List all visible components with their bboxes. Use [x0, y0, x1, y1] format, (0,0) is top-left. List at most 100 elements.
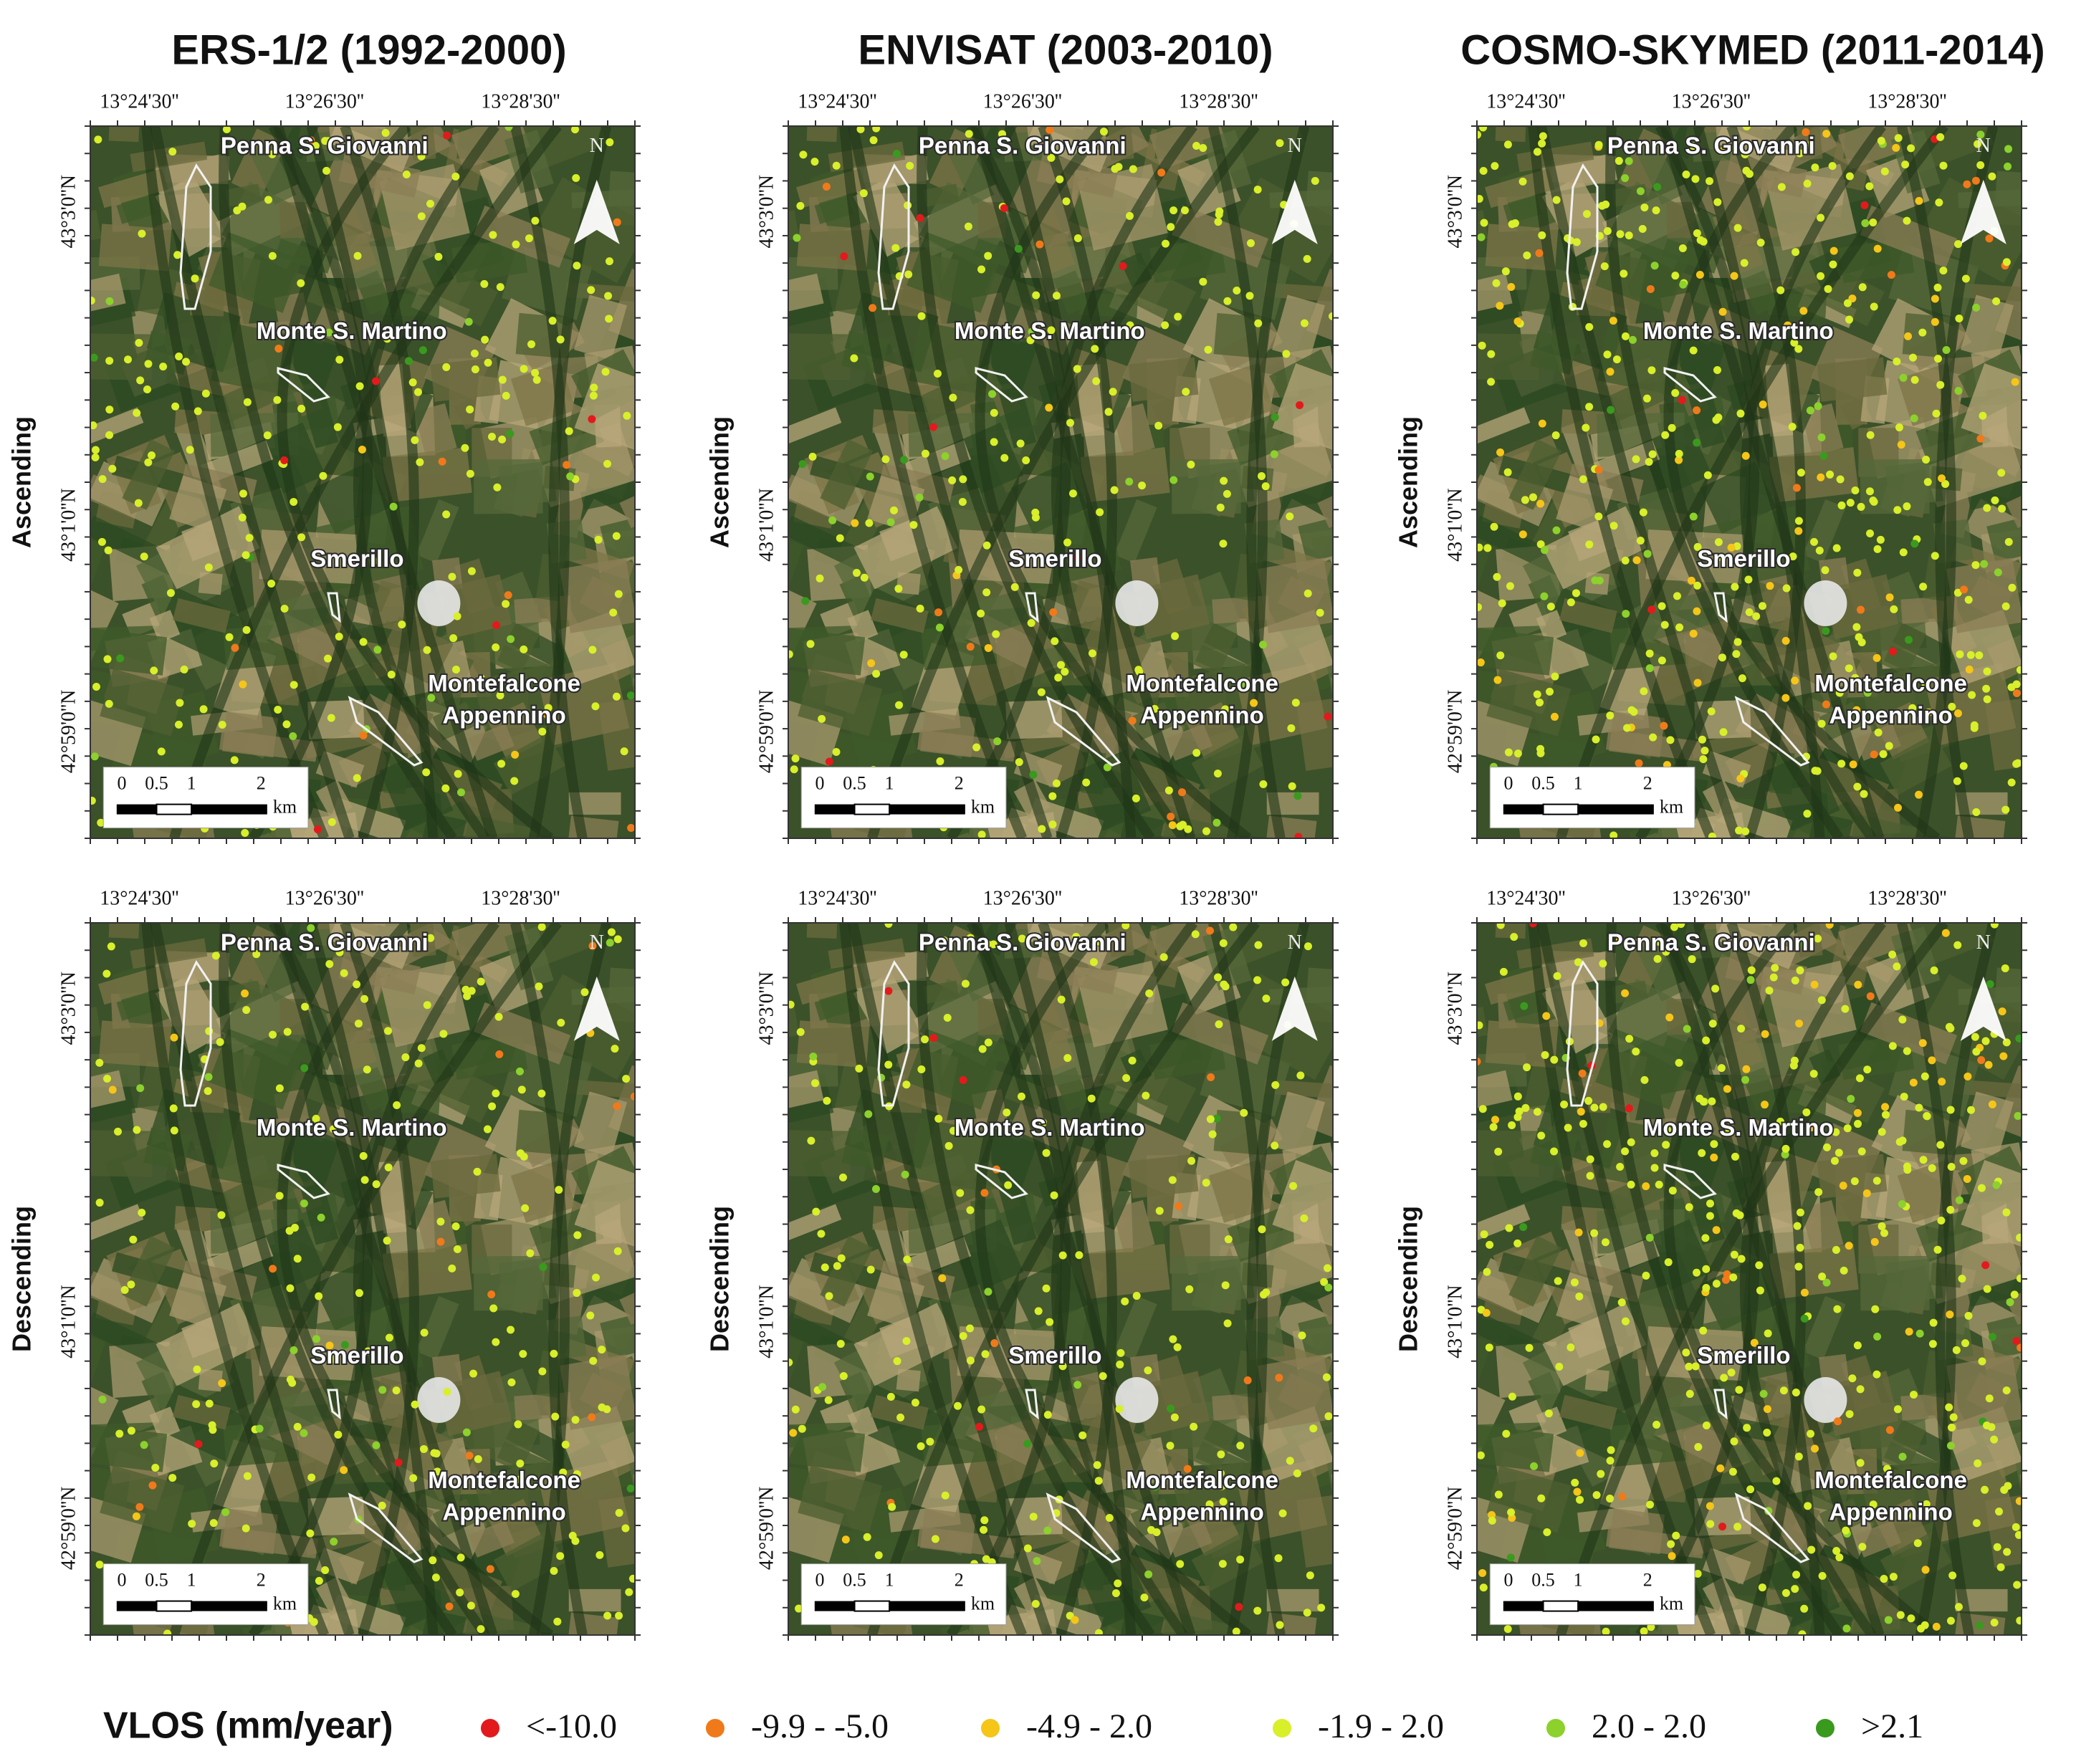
measurement-point — [1655, 1180, 1663, 1189]
measurement-point — [1507, 1508, 1516, 1517]
measurement-point — [1003, 1108, 1011, 1117]
landslide-outline — [877, 163, 910, 310]
measurement-point — [1880, 167, 1889, 176]
measurement-point — [1688, 955, 1696, 964]
measurement-point — [623, 411, 631, 420]
measurement-point — [1546, 603, 1555, 611]
measurement-point — [2013, 1581, 2022, 1589]
measurement-point — [286, 1284, 295, 1293]
measurement-point — [1627, 1138, 1635, 1146]
measurement-point — [869, 304, 877, 312]
column-title: ENVISAT (2003-2010) — [858, 27, 1273, 73]
measurement-point — [275, 1192, 284, 1200]
place-label: Monte S. Martino — [955, 317, 1145, 344]
measurement-point — [199, 705, 208, 714]
terrain-patch — [1966, 1277, 2022, 1307]
measurement-point — [1699, 755, 1708, 764]
measurement-point — [520, 365, 528, 373]
measurement-point — [1578, 1069, 1587, 1078]
measurement-point — [964, 222, 972, 231]
measurement-point — [1828, 162, 1837, 171]
measurement-point — [1700, 747, 1709, 755]
measurement-point — [1178, 788, 1187, 797]
measurement-point — [982, 541, 991, 550]
terrain-patch — [1690, 1520, 1786, 1556]
measurement-point — [1813, 767, 1822, 775]
measurement-point — [1125, 477, 1134, 486]
place-label: Smerillo — [310, 545, 403, 572]
row-label: Ascending — [705, 416, 735, 548]
measurement-point — [335, 632, 343, 641]
measurement-point — [108, 464, 117, 473]
measurement-point — [1693, 229, 1701, 237]
measurement-point — [489, 231, 497, 239]
measurement-point — [1832, 1547, 1841, 1556]
measurement-point — [519, 1350, 527, 1358]
measurement-point — [1726, 145, 1734, 153]
measurement-point — [1985, 234, 1994, 243]
measurement-point — [456, 1588, 464, 1597]
measurement-point — [1761, 1101, 1769, 1109]
measurement-point — [864, 1110, 873, 1118]
scale-bar-segment — [156, 1600, 193, 1612]
measurement-point — [1998, 504, 2006, 513]
measurement-point — [105, 699, 113, 708]
measurement-point — [148, 1481, 157, 1490]
measurement-point — [1480, 219, 1488, 227]
terrain-patch — [2024, 1339, 2076, 1431]
cloud — [1804, 1376, 1847, 1423]
measurement-point — [1122, 1074, 1131, 1083]
measurement-point — [1747, 966, 1756, 974]
measurement-point — [1121, 923, 1130, 930]
measurement-point — [1119, 262, 1127, 270]
measurement-point — [1300, 1214, 1309, 1222]
measurement-point — [1796, 1243, 1804, 1252]
measurement-point — [1893, 506, 1902, 514]
terrain-patch — [1412, 1411, 1465, 1468]
measurement-point — [1027, 618, 1035, 627]
measurement-point — [1063, 1054, 1072, 1063]
measurement-point — [1788, 423, 1797, 431]
measurement-point — [1057, 661, 1066, 669]
measurement-point — [307, 1473, 316, 1482]
measurement-point — [451, 172, 460, 181]
terrain-patch — [2065, 634, 2076, 729]
measurement-point — [1506, 1553, 1515, 1562]
measurement-point — [1706, 1520, 1715, 1528]
measurement-point — [274, 705, 282, 714]
measurement-point — [515, 1067, 524, 1075]
terrain-patch — [1374, 1031, 1425, 1066]
terrain-patch — [473, 1255, 543, 1311]
scale-bar-segment — [191, 804, 267, 815]
measurement-point — [1016, 439, 1025, 448]
measurement-point — [252, 950, 261, 959]
measurement-point — [1736, 1211, 1744, 1219]
measurement-point — [821, 1263, 829, 1272]
measurement-point — [809, 1053, 818, 1061]
measurement-point — [1099, 128, 1108, 136]
measurement-point — [1483, 544, 1492, 552]
terrain-patch — [2019, 1126, 2022, 1204]
measurement-point — [1570, 1278, 1579, 1287]
measurement-point — [168, 148, 177, 156]
measurement-point — [1835, 1553, 1844, 1562]
measurement-point — [201, 389, 210, 398]
measurement-point — [1967, 1106, 1976, 1114]
longitude-label: 13°24'30'' — [1486, 90, 1565, 112]
measurement-point — [188, 1520, 196, 1528]
measurement-point — [1905, 1328, 1913, 1336]
measurement-point — [429, 1556, 437, 1565]
measurement-point — [1848, 1374, 1857, 1383]
measurement-point — [1857, 605, 1865, 614]
measurement-point — [1523, 251, 1531, 259]
scale-bar-label: 1 — [1574, 773, 1583, 794]
measurement-point — [1111, 1589, 1120, 1598]
measurement-point — [507, 635, 515, 643]
measurement-point — [1221, 1281, 1230, 1290]
terrain-patch — [814, 196, 853, 224]
measurement-point — [1174, 312, 1182, 321]
measurement-point — [891, 244, 900, 252]
measurement-point — [1738, 674, 1746, 683]
measurement-point — [1873, 244, 1882, 253]
measurement-point — [1955, 1196, 1963, 1204]
